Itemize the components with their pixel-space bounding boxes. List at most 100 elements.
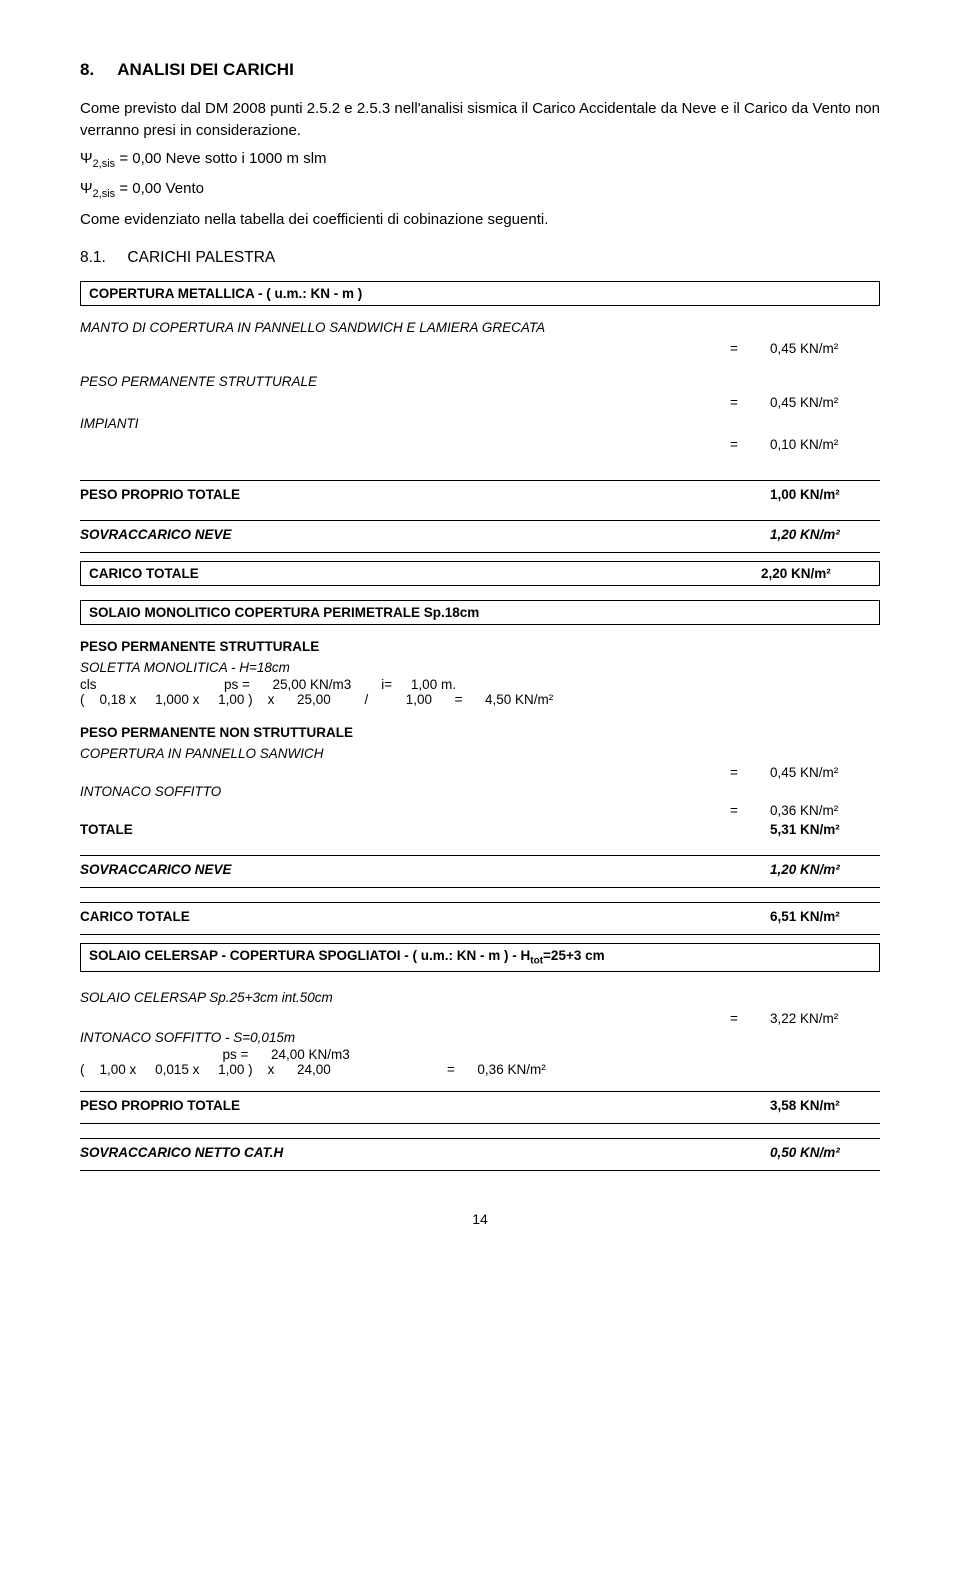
psi-line-2: Ψ2,sis = 0,00 Vento [80, 178, 880, 203]
value-322: 3,22 KN/m² [770, 1011, 880, 1026]
eq-sign: = [730, 765, 770, 780]
calc2-b: 0,015 x [155, 1062, 199, 1077]
cls-line: cls ps = 25,00 KN/m3 i= 1,00 m. [80, 677, 880, 692]
divider [80, 855, 880, 856]
calc-row-1: ( 0,18 x 1,000 x 1,00 ) x 25,00 / 1,00 =… [80, 692, 880, 707]
psi2-text: = 0,00 Vento [115, 180, 204, 197]
value-045-a: 0,45 KN/m² [770, 341, 880, 356]
divider [80, 934, 880, 935]
divider [80, 887, 880, 888]
value-1m: 1,00 m. [411, 677, 456, 692]
calc2-c: 1,00 ) [218, 1062, 253, 1077]
psi-note: Come evidenziato nella tabella dei coeff… [80, 209, 880, 231]
value-120-a: 1,20 KN/m² [770, 527, 880, 542]
value-036-a: 0,36 KN/m² [770, 803, 880, 818]
divider [80, 552, 880, 553]
eq-sign: = [730, 1011, 770, 1026]
value-220: 2,20 KN/m² [761, 566, 871, 581]
intonaco-row: = 0,36 KN/m² [80, 803, 880, 818]
value-24: 24,00 KN/m3 [271, 1047, 350, 1062]
divider [80, 1091, 880, 1092]
box3-title-sub: tot [530, 956, 543, 967]
carico-totale-row-2: CARICO TOTALE 6,51 KN/m² [80, 909, 880, 924]
calc1-c: 1,00 ) [218, 692, 253, 707]
eq-sign: = [730, 395, 770, 410]
calc-row-2: ( 1,00 x 0,015 x 1,00 ) x 24,00 = 0,36 K… [80, 1062, 880, 1077]
solaio-celersap-row: = 3,22 KN/m² [80, 1011, 880, 1026]
value-045-b: 0,45 KN/m² [770, 395, 880, 410]
manto-value-row: = 0,45 KN/m² [80, 341, 880, 356]
intro-paragraph: Come previsto dal DM 2008 punti 2.5.2 e … [80, 98, 880, 142]
calc2-a: 1,00 x [100, 1062, 137, 1077]
section-heading: 8. ANALISI DEI CARICHI [80, 60, 880, 80]
value-25: 25,00 KN/m3 [272, 677, 351, 692]
value-120-b: 1,20 KN/m² [770, 862, 880, 877]
value-358: 3,58 KN/m² [770, 1098, 880, 1113]
calc1-a: 0,18 x [100, 692, 137, 707]
carico-totale-label: CARICO TOTALE [89, 566, 761, 581]
cls-label: cls [80, 677, 97, 692]
sovraccarico-neve-row-2: SOVRACCARICO NEVE 1,20 KN/m² [80, 862, 880, 877]
calc2-eq: = [447, 1062, 455, 1077]
value-651: 6,51 KN/m² [770, 909, 880, 924]
section-title-text: ANALISI DEI CARICHI [117, 60, 294, 79]
box3-title-a: SOLAIO CELERSAP - COPERTURA SPOGLIATOI -… [89, 948, 530, 963]
impianti-row: = 0,10 KN/m² [80, 437, 880, 452]
calc1-e: 1,00 [406, 692, 432, 707]
box-solaio-monolitico: SOLAIO MONOLITICO COPERTURA PERIMETRALE … [80, 600, 880, 625]
sovraccarico-neve-row-1: SOVRACCARICO NEVE 1,20 KN/m² [80, 527, 880, 542]
ps-eq: ps = [224, 677, 250, 692]
psi-line-1: Ψ2,sis = 0,00 Neve sotto i 1000 m slm [80, 148, 880, 173]
intonaco-soffitto: INTONACO SOFFITTO [80, 784, 880, 799]
ps-line-2: ps = 24,00 KN/m3 [80, 1047, 880, 1062]
intonaco-s: INTONACO SOFFITTO - S=0,015m [80, 1030, 880, 1045]
calc1-d: 25,00 [297, 692, 331, 707]
peso-perm-non-strutt: PESO PERMANENTE NON STRUTTURALE [80, 725, 880, 740]
eq-sign: = [730, 803, 770, 818]
value-050: 0,50 KN/m² [770, 1145, 880, 1160]
eq-sign: = [730, 341, 770, 356]
value-036-b: 0,36 KN/m² [477, 1062, 545, 1077]
calc1-eq: = [455, 692, 463, 707]
sovraccarico-neve-label: SOVRACCARICO NEVE [80, 527, 730, 542]
peso-proprio-tot-label-2: PESO PROPRIO TOTALE [80, 1098, 730, 1113]
box3-title-b: =25+3 cm [543, 948, 605, 963]
subsection-heading: 8.1. CARICHI PALESTRA [80, 249, 880, 267]
subsection-title-text: CARICHI PALESTRA [127, 249, 275, 266]
section-number: 8. [80, 60, 94, 79]
divider [80, 1138, 880, 1139]
copertura-pannello-row: = 0,45 KN/m² [80, 765, 880, 780]
copertura-pannello: COPERTURA IN PANNELLO SANWICH [80, 746, 880, 761]
box-copertura-metallica: COPERTURA METALLICA - ( u.m.: KN - m ) [80, 281, 880, 306]
value-450: 4,50 KN/m² [485, 692, 553, 707]
psi1-subscript: 2,sis [93, 158, 116, 170]
divider [80, 480, 880, 481]
psi1-text: = 0,00 Neve sotto i 1000 m slm [115, 150, 326, 167]
carico-totale-label-2: CARICO TOTALE [80, 909, 730, 924]
soletta-line: SOLETTA MONOLITICA - H=18cm [80, 660, 880, 675]
psi2-symbol: Ψ [80, 180, 93, 197]
ps-eq-2: ps = [223, 1047, 249, 1062]
calc1-b: 1,000 x [155, 692, 199, 707]
divider [80, 1123, 880, 1124]
page-number: 14 [80, 1211, 880, 1227]
value-531: 5,31 KN/m² [770, 822, 880, 837]
impianti-label: IMPIANTI [80, 416, 880, 431]
value-010: 0,10 KN/m² [770, 437, 880, 452]
divider [80, 1170, 880, 1171]
peso-perm-strutt-label: PESO PERMANENTE STRUTTURALE [80, 374, 880, 389]
box-solaio-celersap: SOLAIO CELERSAP - COPERTURA SPOGLIATOI -… [80, 943, 880, 972]
psi1-symbol: Ψ [80, 150, 93, 167]
peso-perm-strutt-2: PESO PERMANENTE STRUTTURALE [80, 639, 880, 654]
eq-sign: = [730, 437, 770, 452]
solaio-celersap-line: SOLAIO CELERSAP Sp.25+3cm int.50cm [80, 990, 880, 1005]
peso-proprio-totale-row: PESO PROPRIO TOTALE 1,00 KN/m² [80, 487, 880, 502]
totale-label: TOTALE [80, 822, 730, 837]
i-eq: i= [381, 677, 392, 692]
psi2-subscript: 2,sis [93, 188, 116, 200]
calc2-x: x [268, 1062, 275, 1077]
totale-row: TOTALE 5,31 KN/m² [80, 822, 880, 837]
value-100: 1,00 KN/m² [770, 487, 880, 502]
sovraccarico-netto-row: SOVRACCARICO NETTO CAT.H 0,50 KN/m² [80, 1145, 880, 1160]
sovraccarico-netto-label: SOVRACCARICO NETTO CAT.H [80, 1145, 730, 1160]
